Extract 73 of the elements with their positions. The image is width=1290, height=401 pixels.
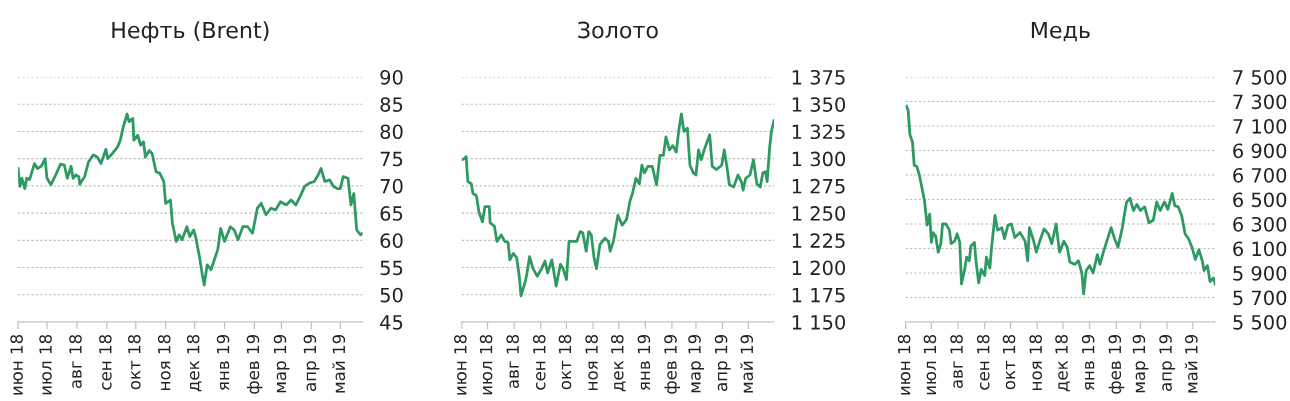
x-tick-label: июн 18 [10,334,23,395]
y-tick-label: 1 250 [792,206,846,221]
y-tick-label: 6 700 [1233,167,1287,183]
x-tick-label: авг 18 [69,334,82,389]
y-tick-label: 1 375 [792,69,845,85]
y-tick-label: 90 [380,69,403,85]
y-tick-label: 70 [380,178,403,194]
x-tick-label: апр 19 [303,334,320,391]
y-tick-label: 1 350 [792,97,846,112]
x-tick-label: окт 18 [127,334,141,390]
x-tick-label: окт 18 [558,334,572,390]
line-series [461,112,774,298]
y-tick-label: 55 [380,260,403,276]
x-tick-label: фев 19 [1108,334,1125,394]
y-tick-label: 7 500 [1233,69,1287,85]
x-tick-label: дек 18 [1055,334,1070,392]
y-tick-label: 5 500 [1233,314,1287,330]
x-tick-label: май 19 [332,334,346,393]
x-tick-label: ноя 18 [585,334,598,390]
chart-title: Медь [1031,21,1090,42]
x-tick-label: дек 18 [611,334,626,392]
y-tick-label: 80 [380,124,403,140]
y-tick-label: 7 300 [1233,94,1287,110]
x-tick-label: дек 18 [186,334,202,392]
line-series [18,112,363,287]
y-tick-label: 85 [380,97,403,112]
x-tick-label: май 19 [740,334,754,393]
x-tick-label: янв 19 [216,334,230,391]
x-tick-label: сен 18 [532,334,546,390]
x-tick-label: фев 19 [664,334,681,394]
x-tick-label: мар 19 [688,334,705,393]
chart-title: Золото [578,21,658,39]
x-tick-label: июл 18 [39,334,52,395]
x-tick-label: авг 18 [506,334,519,389]
y-tick-label: 60 [380,233,403,248]
x-tick-label: июл 18 [479,334,493,395]
x-tick-label: июл 18 [923,334,937,395]
y-tick-label: 7 100 [1233,118,1287,134]
y-tick-label: 6 100 [1233,241,1287,257]
x-tick-label: окт 18 [1002,334,1016,390]
x-tick-label: янв 19 [637,334,651,391]
y-tick-label: 65 [380,206,403,221]
x-tick-label: май 19 [1184,334,1198,393]
x-tick-label: июн 18 [454,334,467,395]
x-tick-label: янв 19 [1081,334,1095,391]
y-tick-label: 5 700 [1233,290,1287,306]
x-tick-label: апр 19 [714,334,731,391]
x-tick-label: ноя 18 [1029,334,1042,390]
x-tick-label: мар 19 [273,334,290,393]
y-tick-label: 6 500 [1233,192,1287,208]
x-tick-label: сен 18 [99,334,112,390]
chart-title: Нефть (Brent) [112,21,269,43]
y-tick-label: 1 150 [792,314,846,330]
x-tick-label: авг 18 [950,334,963,389]
x-tick-label: сен 18 [976,334,990,390]
y-tick-label: 50 [380,287,403,303]
y-tick-label: 1 200 [792,260,846,276]
x-tick-label: фев 19 [246,334,263,394]
y-tick-label: 45 [380,315,403,330]
y-tick-label: 1 275 [792,178,845,194]
y-tick-label: 1 175 [792,287,845,303]
x-tick-label: апр 19 [1159,334,1176,391]
y-tick-label: 1 300 [792,151,846,167]
y-tick-label: 6 900 [1233,143,1287,159]
x-tick-label: мар 19 [1132,334,1149,393]
y-tick-label: 6 300 [1233,216,1287,232]
x-tick-label: ноя 18 [157,334,171,390]
y-tick-label: 1 225 [792,233,845,248]
y-tick-label: 75 [380,151,403,167]
x-tick-label: июн 18 [897,334,911,395]
y-tick-label: 1 325 [792,124,845,140]
y-tick-label: 5 900 [1233,265,1287,281]
line-series [905,105,1216,296]
